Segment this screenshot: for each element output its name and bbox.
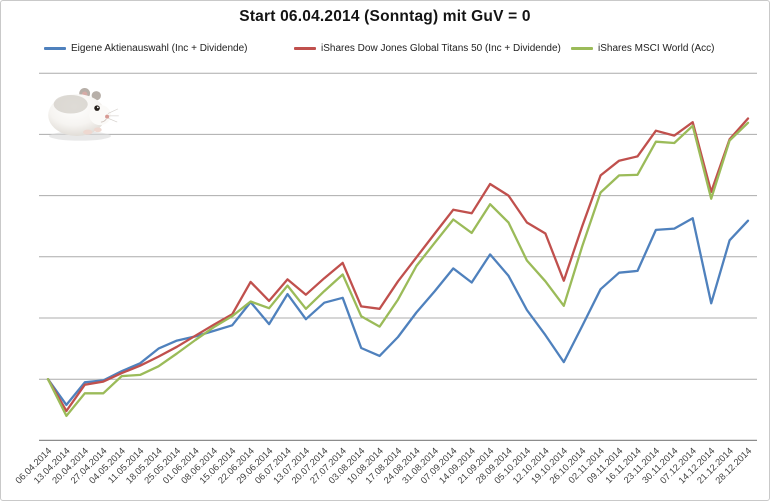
legend-label: iShares MSCI World (Acc) — [598, 42, 715, 54]
legend-item-dow-jones-global-titans: iShares Dow Jones Global Titans 50 (Inc … — [294, 41, 561, 55]
legend-item-eigene-aktienauswahl: Eigene Aktienauswahl (Inc + Dividende) — [44, 41, 248, 55]
legend-line-marker-green-icon — [571, 46, 593, 50]
chart-title: Start 06.04.2014 (Sonntag) mit GuV = 0 — [239, 8, 531, 25]
series-line-2 — [46, 121, 750, 418]
legend-label: iShares Dow Jones Global Titans 50 (Inc … — [321, 42, 561, 54]
hamster-image — [48, 87, 119, 141]
series-line-1 — [46, 117, 750, 413]
legend-line-marker-blue-icon — [44, 46, 66, 50]
legend-label: Eigene Aktienauswahl (Inc + Dividende) — [71, 42, 248, 54]
legend-item-msci-world: iShares MSCI World (Acc) — [571, 41, 715, 55]
series-line-0 — [46, 217, 750, 407]
legend-line-marker-red-icon — [294, 46, 316, 50]
